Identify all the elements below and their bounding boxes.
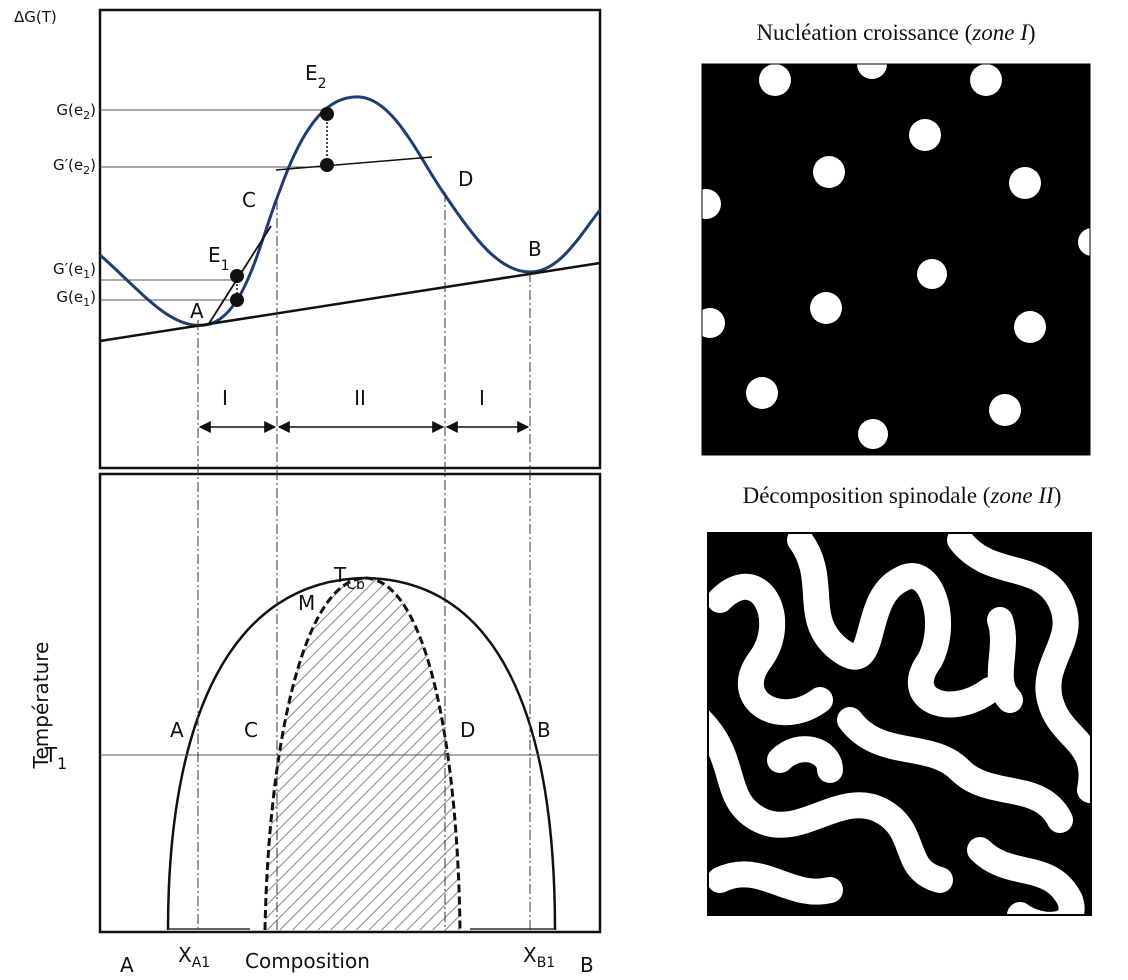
point-label: E1 (208, 243, 230, 274)
text-part: G′(e (53, 260, 83, 278)
point-label: A (170, 718, 184, 742)
text-part: G(e (56, 288, 83, 306)
spinodal-image (708, 533, 1091, 915)
text-part: A1 (192, 955, 210, 971)
point-label: E2 (305, 61, 327, 92)
point (230, 269, 244, 283)
x-axis-label: Composition (245, 949, 370, 973)
text-part: 1 (83, 268, 90, 281)
text-part: Cb (346, 577, 365, 593)
image-title: Nucléation croissance (zone I) (756, 20, 1035, 45)
text-part: 2 (318, 76, 327, 92)
text-part: 1 (57, 754, 67, 773)
free-energy-curve (99, 95, 602, 327)
level-label: G(e1) (56, 288, 96, 309)
text-part: 1 (221, 258, 230, 274)
top-panel: ΔG(T) G(e2) G′(e2) G′(e1) G(e1) E2 E1 A … (14, 8, 602, 470)
text-part: T (333, 563, 347, 587)
text-part: zone I (971, 20, 1029, 45)
text-part: E (305, 61, 318, 85)
zone-label: II (354, 386, 366, 410)
level-label: G′(e1) (53, 260, 96, 281)
point-label: B (528, 237, 542, 261)
y-label: ΔG(T) (14, 8, 57, 26)
text-part: Nucléation croissance ( (756, 20, 972, 45)
text-part: X (523, 943, 537, 967)
text-part: ) (90, 260, 96, 278)
common-tangent (99, 261, 601, 343)
point-label: C (242, 188, 256, 212)
text-part: ) (90, 288, 96, 306)
bottom-panel: Température T1 TCb M A C D B A XA1 Compo… (29, 472, 602, 977)
chord (275, 156, 433, 171)
text-part: T (44, 743, 58, 767)
text-part: 2 (83, 164, 90, 177)
x-axis-end: B (580, 953, 594, 977)
text-part: ) (90, 101, 96, 119)
x-axis-mark: XA1 (178, 943, 210, 971)
image-title: Décomposition spinodale (zone II) (743, 483, 1062, 508)
text-part: G(e (56, 101, 83, 119)
zone-label: I (479, 386, 485, 410)
image-frame (701, 63, 1091, 456)
frame (98, 8, 602, 470)
text-part: 2 (83, 109, 90, 122)
level-label: G(e2) (56, 101, 96, 122)
point (320, 158, 334, 172)
image-frame (707, 532, 1092, 916)
zone-label: I (222, 386, 228, 410)
text-part: ) (1054, 483, 1062, 508)
spinodal-area (265, 578, 460, 930)
point (230, 293, 244, 307)
point-label: C (244, 718, 258, 742)
text-part: G′(e (53, 156, 83, 174)
nucleation-image (702, 64, 1090, 455)
text-part: ) (1028, 20, 1036, 45)
tcb-label: TCb (333, 563, 365, 593)
text-part: ) (90, 156, 96, 174)
t1-label: T1 (44, 743, 67, 773)
text-part: X (178, 943, 192, 967)
frame (98, 472, 602, 934)
text-part: E (208, 243, 221, 267)
point (320, 107, 334, 121)
point-label: D (460, 718, 475, 742)
text-part: 1 (83, 296, 90, 309)
y-label: Température (29, 642, 53, 770)
point-label: A (190, 299, 204, 323)
binodal-curve (166, 576, 557, 931)
point-label: D (458, 167, 473, 191)
text-part: zone II (989, 483, 1055, 508)
x-axis-mark: XB1 (523, 943, 555, 971)
point-label: B (537, 718, 551, 742)
text-part: B1 (537, 955, 556, 971)
x-axis-end: A (120, 953, 134, 977)
text-part: Décomposition spinodale ( (743, 483, 991, 508)
level-label: G′(e2) (53, 156, 96, 177)
point-label: M (298, 591, 315, 615)
